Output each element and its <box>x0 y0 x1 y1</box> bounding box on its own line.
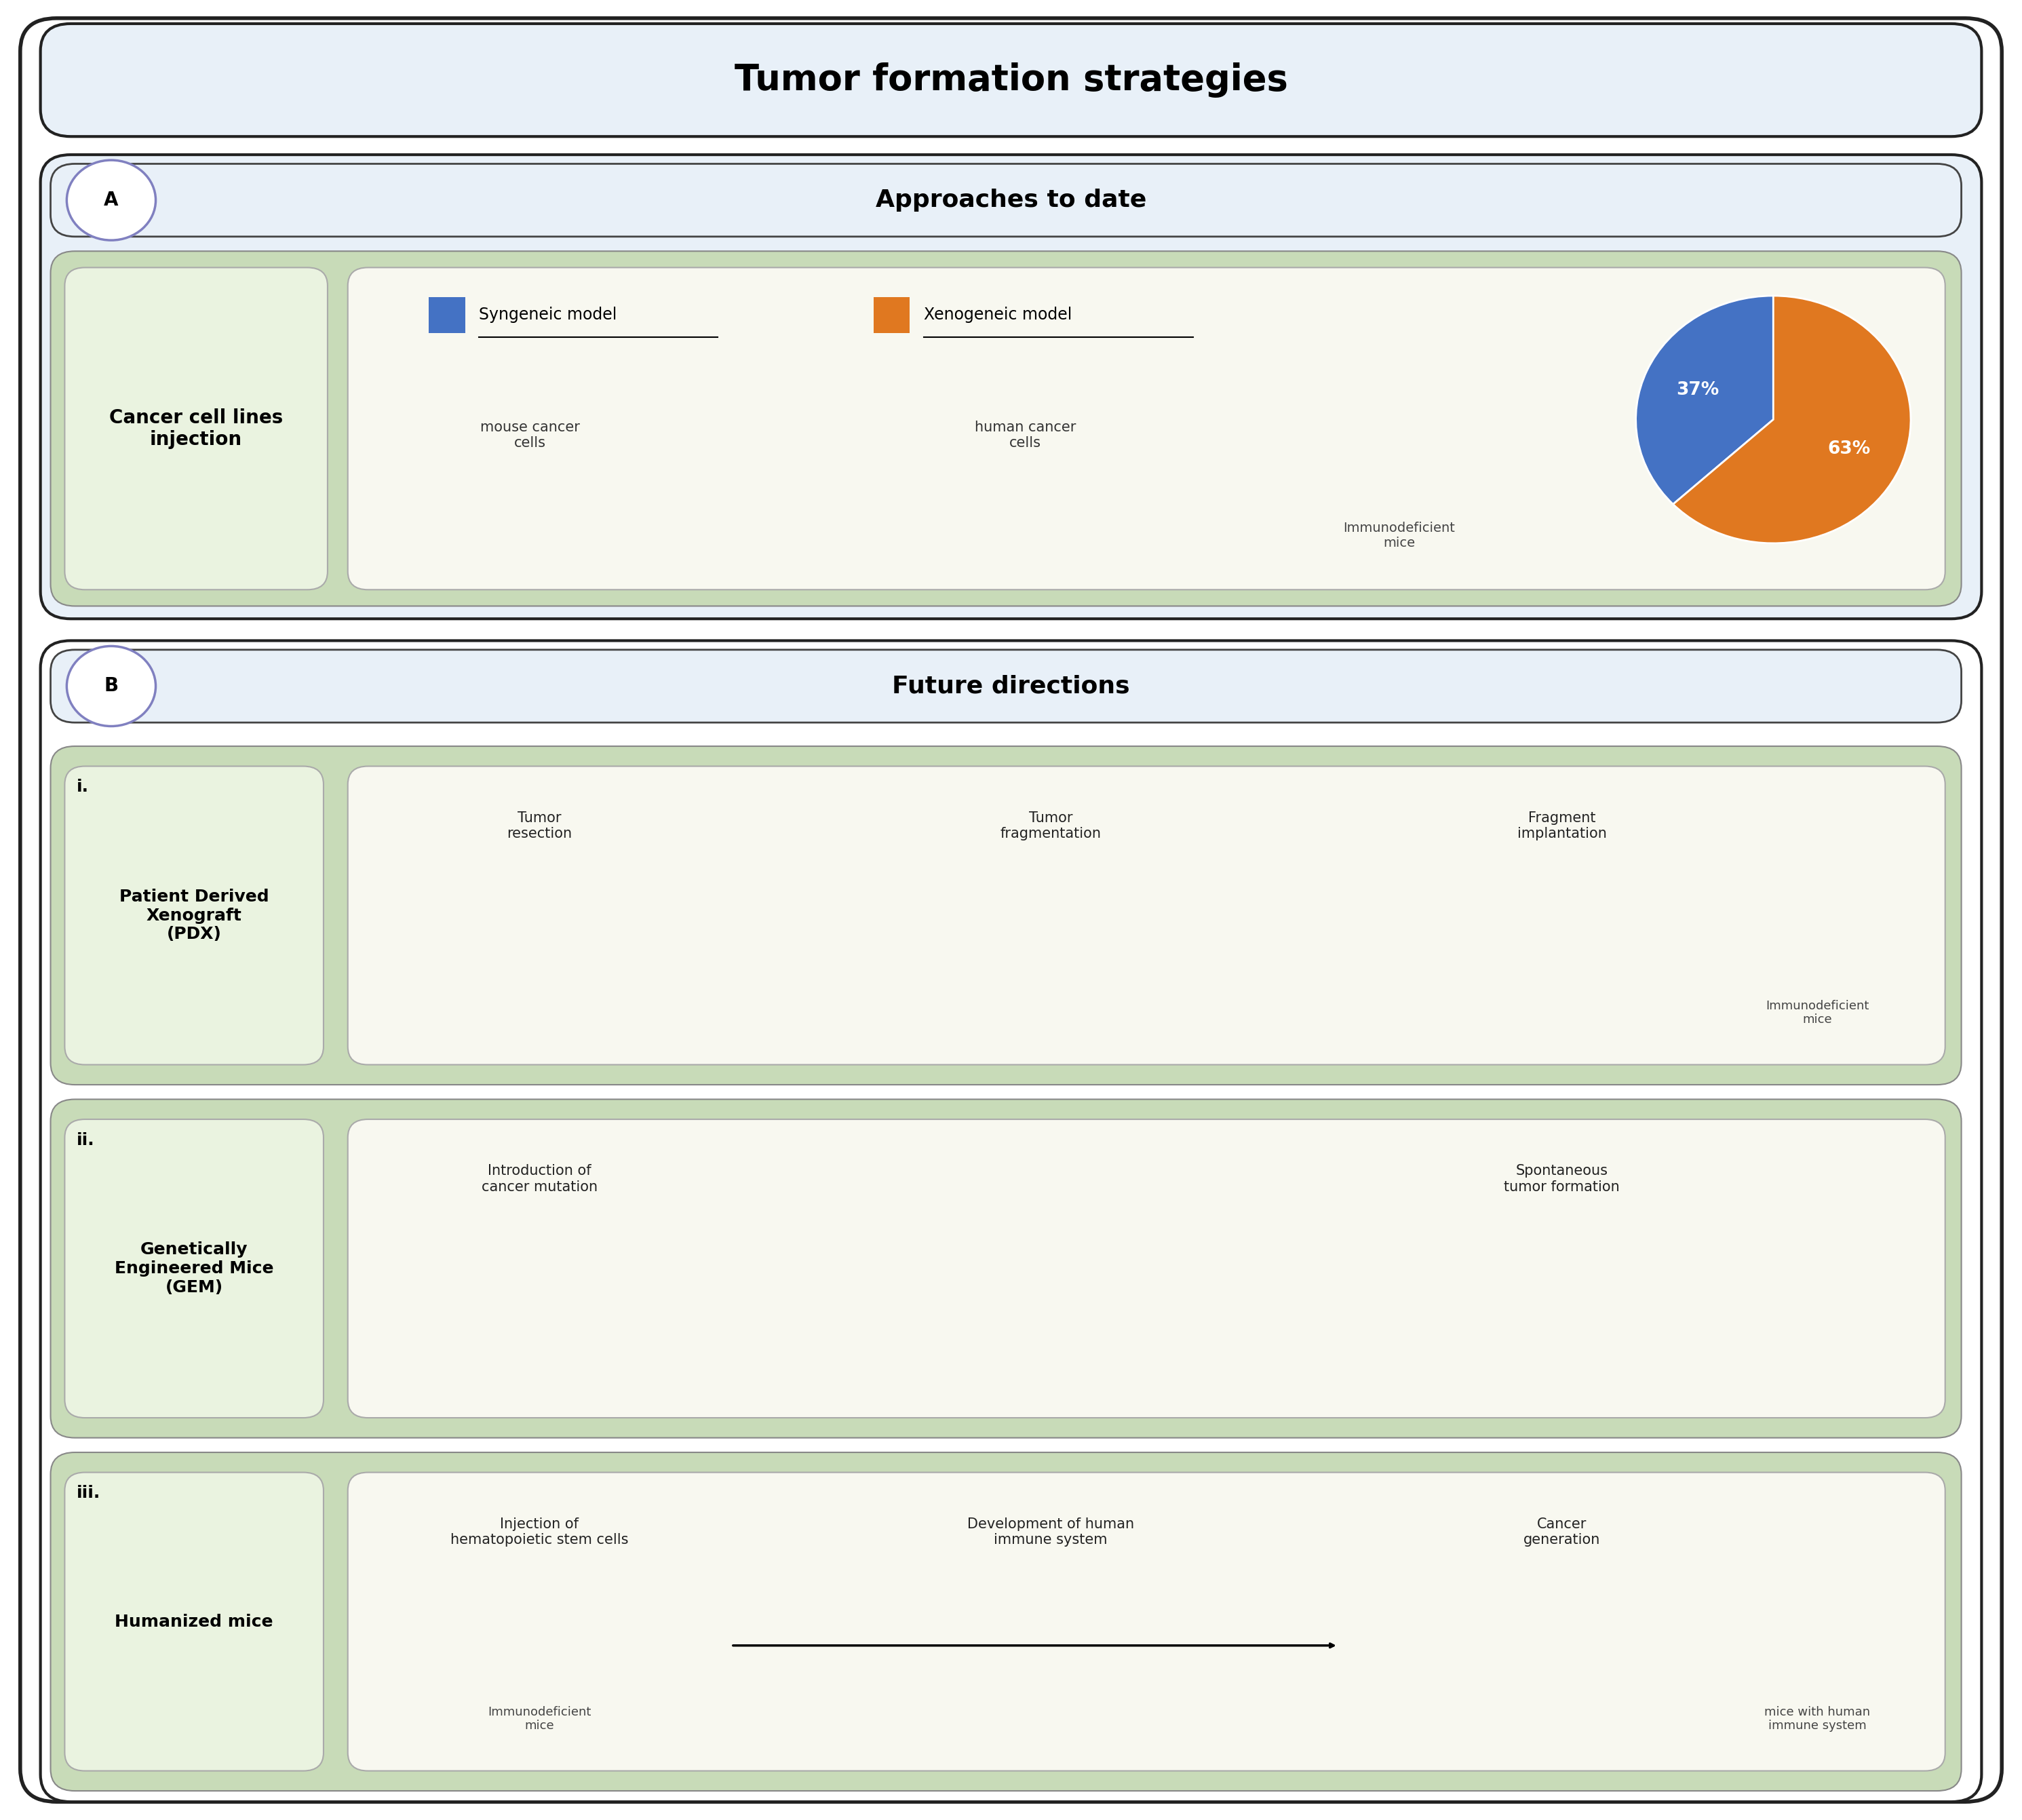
Text: Patient Derived
Xenograft
(PDX): Patient Derived Xenograft (PDX) <box>119 888 269 943</box>
Text: i.: i. <box>77 779 89 795</box>
FancyBboxPatch shape <box>40 155 1982 619</box>
Text: Syngeneic model: Syngeneic model <box>479 308 617 324</box>
FancyBboxPatch shape <box>51 1452 1961 1791</box>
Text: Tumor
resection: Tumor resection <box>508 812 572 841</box>
Text: Immunodeficient
mice: Immunodeficient mice <box>1765 999 1868 1026</box>
Circle shape <box>67 646 156 726</box>
Text: Humanized mice: Humanized mice <box>115 1614 273 1629</box>
FancyBboxPatch shape <box>348 1472 1945 1771</box>
Text: 63%: 63% <box>1828 440 1870 459</box>
Text: Spontaneous
tumor formation: Spontaneous tumor formation <box>1504 1165 1620 1194</box>
FancyBboxPatch shape <box>348 268 1945 590</box>
Text: Fragment
implantation: Fragment implantation <box>1516 812 1607 841</box>
FancyBboxPatch shape <box>51 164 1961 237</box>
Text: mice with human
immune system: mice with human immune system <box>1765 1705 1870 1733</box>
FancyBboxPatch shape <box>65 766 324 1065</box>
Text: Cancer
generation: Cancer generation <box>1523 1518 1599 1547</box>
Text: Xenogeneic model: Xenogeneic model <box>924 308 1072 324</box>
Text: A: A <box>103 191 119 209</box>
Text: 37%: 37% <box>1676 380 1719 399</box>
Text: human cancer
cells: human cancer cells <box>975 420 1076 450</box>
Text: iii.: iii. <box>77 1485 101 1501</box>
Text: Injection of
hematopoietic stem cells: Injection of hematopoietic stem cells <box>451 1518 629 1547</box>
Text: Tumor formation strategies: Tumor formation strategies <box>734 62 1288 98</box>
Text: ii.: ii. <box>77 1132 95 1148</box>
FancyBboxPatch shape <box>51 746 1961 1085</box>
FancyBboxPatch shape <box>51 1099 1961 1438</box>
FancyBboxPatch shape <box>65 1119 324 1418</box>
Text: Tumor
fragmentation: Tumor fragmentation <box>1001 812 1102 841</box>
Text: Genetically
Engineered Mice
(GEM): Genetically Engineered Mice (GEM) <box>115 1241 273 1296</box>
Text: Approaches to date: Approaches to date <box>876 189 1146 211</box>
Bar <box>874 297 910 333</box>
Text: B: B <box>103 677 119 695</box>
FancyBboxPatch shape <box>348 766 1945 1065</box>
Wedge shape <box>1672 295 1911 542</box>
Text: Immunodeficient
mice: Immunodeficient mice <box>1343 522 1456 550</box>
FancyBboxPatch shape <box>20 18 2002 1802</box>
FancyBboxPatch shape <box>51 251 1961 606</box>
Wedge shape <box>1636 295 1773 504</box>
FancyBboxPatch shape <box>65 1472 324 1771</box>
Text: Cancer cell lines
injection: Cancer cell lines injection <box>109 408 283 450</box>
Text: Introduction of
cancer mutation: Introduction of cancer mutation <box>481 1165 599 1194</box>
FancyBboxPatch shape <box>40 24 1982 136</box>
Text: Immunodeficient
mice: Immunodeficient mice <box>487 1705 590 1733</box>
Text: mouse cancer
cells: mouse cancer cells <box>479 420 580 450</box>
FancyBboxPatch shape <box>348 1119 1945 1418</box>
Circle shape <box>67 160 156 240</box>
FancyBboxPatch shape <box>51 650 1961 723</box>
Text: Future directions: Future directions <box>892 675 1130 697</box>
FancyBboxPatch shape <box>65 268 328 590</box>
Bar <box>429 297 465 333</box>
FancyBboxPatch shape <box>40 641 1982 1802</box>
Text: Development of human
immune system: Development of human immune system <box>967 1518 1134 1547</box>
